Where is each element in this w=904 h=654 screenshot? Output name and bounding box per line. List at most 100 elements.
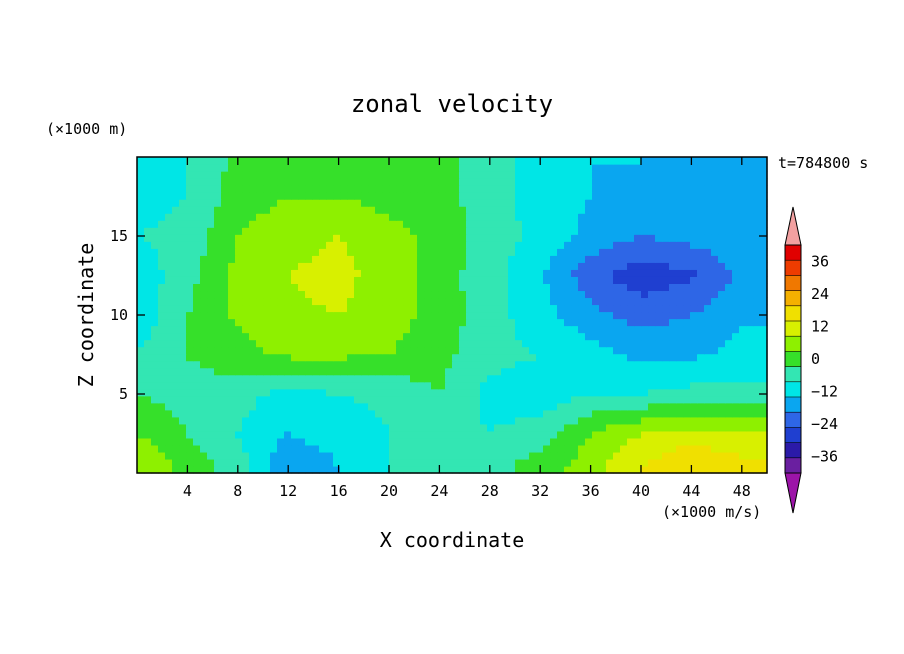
contour-cell: [466, 353, 474, 362]
contour-cell: [333, 360, 341, 369]
contour-cell: [732, 444, 740, 453]
contour-cell: [508, 206, 516, 214]
contour-cell: [620, 430, 628, 439]
contour-cell: [235, 248, 243, 256]
contour-cell: [732, 325, 740, 334]
contour-cell: [270, 325, 278, 334]
contour-cell: [690, 248, 698, 256]
contour-cell: [445, 437, 453, 446]
contour-cell: [669, 213, 677, 221]
contour-cell: [571, 157, 579, 165]
contour-cell: [221, 444, 229, 453]
contour-cell: [389, 192, 397, 200]
contour-cell: [403, 339, 411, 348]
contour-cell: [459, 395, 467, 404]
contour-cell: [263, 206, 271, 214]
contour-cell: [697, 157, 705, 165]
contour-cell: [515, 269, 523, 277]
contour-cell: [424, 269, 432, 277]
contour-cell: [193, 388, 201, 397]
contour-cell: [529, 276, 537, 284]
contour-cell: [550, 171, 558, 179]
contour-cell: [648, 416, 656, 425]
contour-cell: [704, 332, 712, 341]
contour-cell: [473, 409, 481, 418]
contour-cell: [760, 444, 768, 453]
contour-cell: [578, 213, 586, 221]
contour-cell: [284, 304, 292, 313]
contour-cell: [361, 423, 369, 432]
contour-cell: [333, 241, 341, 249]
contour-cell: [627, 430, 635, 439]
contour-cell: [221, 388, 229, 397]
contour-cell: [669, 206, 677, 214]
contour-cell: [263, 171, 271, 179]
contour-cell: [725, 346, 733, 355]
contour-cell: [655, 297, 663, 306]
chart-title: zonal velocity: [351, 90, 553, 118]
contour-cell: [536, 395, 544, 404]
contour-cell: [333, 437, 341, 446]
contour-cell: [613, 381, 621, 390]
contour-cell: [375, 164, 383, 172]
contour-cell: [711, 339, 719, 348]
contour-cell: [739, 171, 747, 179]
contour-cell: [452, 185, 460, 193]
contour-cell: [760, 227, 768, 235]
contour-cell: [277, 304, 285, 313]
contour-cell: [361, 318, 369, 327]
contour-cell: [725, 402, 733, 411]
contour-cell: [536, 206, 544, 214]
contour-cell: [494, 206, 502, 214]
contour-cell: [417, 262, 425, 270]
contour-cell: [634, 234, 642, 242]
contour-cell: [382, 451, 390, 460]
contour-cell: [347, 381, 355, 390]
contour-cell: [550, 451, 558, 460]
contour-cell: [529, 297, 537, 306]
contour-cell: [571, 353, 579, 362]
contour-cell: [571, 451, 579, 460]
contour-cell: [711, 178, 719, 186]
contour-cell: [529, 374, 537, 383]
contour-cell: [277, 346, 285, 355]
contour-cell: [151, 437, 159, 446]
contour-cell: [179, 458, 187, 467]
contour-cell: [529, 234, 537, 242]
contour-cell: [459, 276, 467, 284]
contour-cell: [683, 430, 691, 439]
contour-cell: [487, 241, 495, 249]
contour-cell: [641, 451, 649, 460]
contour-cell: [620, 346, 628, 355]
contour-cell: [662, 444, 670, 453]
contour-cell: [655, 423, 663, 432]
contour-cell: [284, 346, 292, 355]
contour-cell: [424, 465, 432, 474]
contour-cell: [648, 192, 656, 200]
contour-cell: [312, 346, 320, 355]
contour-cell: [396, 199, 404, 207]
contour-cell: [627, 276, 635, 284]
contour-cell: [165, 157, 173, 165]
contour-cell: [683, 402, 691, 411]
contour-cell: [753, 262, 761, 270]
contour-cell: [578, 206, 586, 214]
contour-cell: [557, 192, 565, 200]
contour-cell: [361, 409, 369, 418]
contour-cell: [711, 430, 719, 439]
contour-cell: [669, 353, 677, 362]
contour-cell: [431, 367, 439, 376]
contour-cell: [571, 311, 579, 320]
contour-cell: [620, 367, 628, 376]
contour-cell: [746, 157, 754, 165]
contour-cell: [172, 430, 180, 439]
contour-cell: [389, 304, 397, 313]
contour-cell: [473, 416, 481, 425]
contour-cell: [746, 269, 754, 277]
contour-cell: [557, 402, 565, 411]
contour-cell: [669, 269, 677, 277]
contour-cell: [228, 374, 236, 383]
contour-cell: [592, 444, 600, 453]
contour-cell: [606, 290, 614, 299]
contour-cell: [207, 409, 215, 418]
